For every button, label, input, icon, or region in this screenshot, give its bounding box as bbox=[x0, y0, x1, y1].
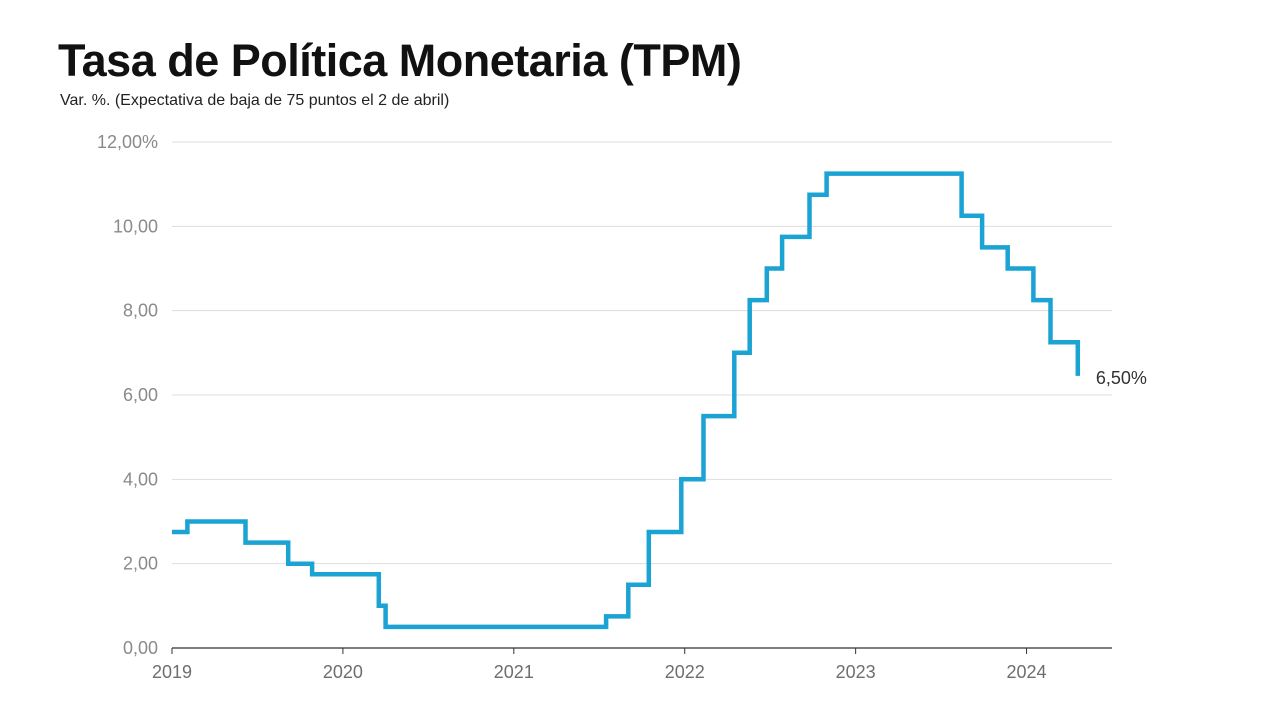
gridlines bbox=[172, 141, 1112, 565]
chart-subtitle: Var. %. (Expectativa de baja de 75 punto… bbox=[60, 92, 450, 109]
x-tick-label: 2022 bbox=[665, 662, 705, 682]
y-tick-label: 4,00 bbox=[123, 469, 158, 489]
y-tick-label: 0,00 bbox=[123, 638, 158, 658]
y-tick-label: 8,00 bbox=[123, 301, 158, 321]
tpm-step-line bbox=[172, 171, 1081, 630]
x-tick-label: 2021 bbox=[494, 662, 534, 682]
tick-labels: 0,00 2,00 4,00 6,00 8,00 10,00 12,00% 2019 2020 2… bbox=[97, 132, 1147, 682]
y-tick-label: 2,00 bbox=[123, 554, 158, 574]
y-tick-label: 10,00 bbox=[113, 216, 158, 236]
x-tick-label: 2019 bbox=[152, 662, 192, 682]
axis bbox=[171, 647, 1112, 654]
end-value-label: 6,50% bbox=[1096, 368, 1147, 388]
y-tick-label: 6,00 bbox=[123, 385, 158, 405]
x-tick-label: 2023 bbox=[836, 662, 876, 682]
chart-title: Tasa de Política Monetaria (TPM) bbox=[58, 35, 742, 86]
x-tick-label: 2024 bbox=[1007, 662, 1047, 682]
x-tick-label: 2020 bbox=[323, 662, 363, 682]
series-layer bbox=[171, 171, 1081, 630]
y-tick-label: 12,00% bbox=[97, 132, 158, 152]
